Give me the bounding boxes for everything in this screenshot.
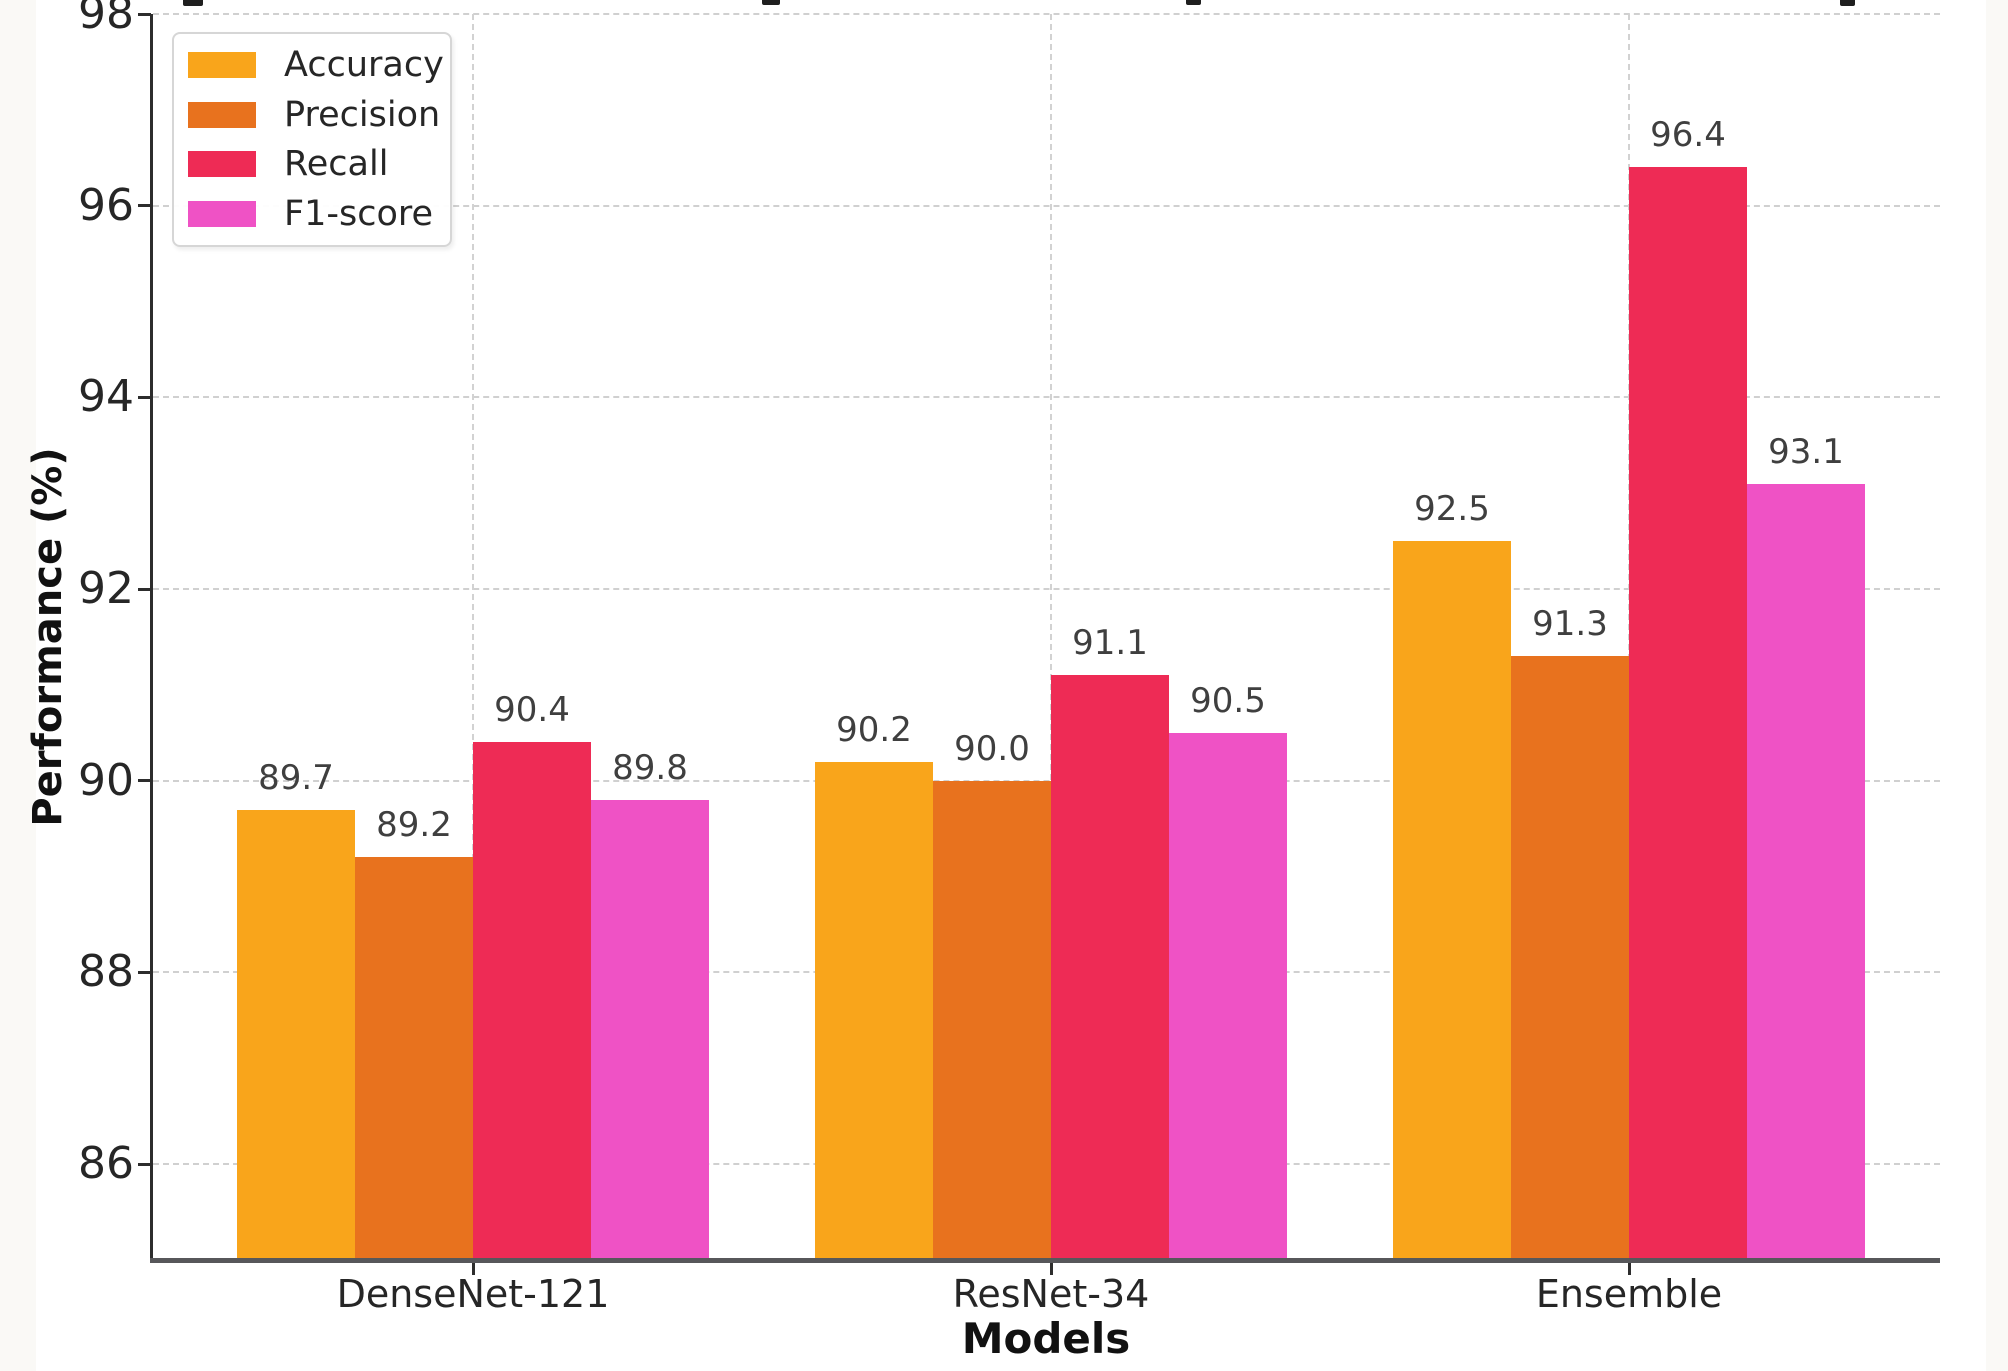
bar-value-label: 89.2 — [376, 805, 452, 846]
y-tick-mark — [138, 970, 151, 974]
bar-value-label: 90.0 — [954, 728, 1030, 769]
y-tick-mark — [138, 779, 151, 783]
bar-accuracy-densenet-121 — [237, 809, 355, 1260]
bar-f1-score-resnet-34 — [1169, 732, 1287, 1260]
horizontal-gridline — [153, 396, 1940, 399]
y-axis-title: Performance (%) — [25, 447, 71, 827]
bar-recall-resnet-34 — [1051, 675, 1169, 1260]
cropped-title-fragment — [183, 0, 203, 6]
bar-value-label: 90.2 — [836, 709, 912, 750]
legend: Accuracy Precision Recall F1-score — [172, 32, 452, 247]
y-tick-label: 90 — [78, 754, 134, 806]
legend-swatch-f1-score — [188, 201, 256, 228]
horizontal-gridline — [153, 204, 1940, 207]
y-tick-label: 94 — [78, 371, 134, 423]
y-tick-mark — [138, 395, 151, 399]
bar-value-label: 91.1 — [1072, 623, 1148, 664]
vertical-gridline — [1050, 14, 1052, 1260]
bar-value-label: 89.8 — [612, 747, 688, 788]
vertical-gridline — [472, 14, 474, 1260]
bar-recall-densenet-121 — [473, 742, 591, 1260]
x-axis-spine — [150, 1258, 1940, 1263]
x-tick-label: ResNet-34 — [952, 1272, 1150, 1316]
bar-f1-score-ensemble — [1747, 483, 1865, 1260]
legend-item-accuracy: Accuracy — [188, 41, 450, 89]
legend-label: Accuracy — [284, 44, 444, 85]
x-tick-label: DenseNet-121 — [336, 1272, 610, 1316]
bar-value-label: 92.5 — [1414, 489, 1490, 530]
cropped-title-fragment — [762, 0, 780, 5]
bar-precision-resnet-34 — [933, 780, 1051, 1260]
bar-value-label: 90.4 — [494, 690, 570, 731]
legend-label: F1-score — [284, 194, 434, 235]
horizontal-gridline — [153, 13, 1940, 15]
bar-precision-densenet-121 — [355, 857, 473, 1260]
legend-label: Recall — [284, 144, 389, 185]
y-tick-label: 92 — [78, 563, 134, 615]
cropped-title-fragment — [1186, 0, 1201, 5]
bar-value-label: 90.5 — [1190, 680, 1266, 721]
x-tick-mark — [1627, 1263, 1631, 1275]
y-tick-label: 98 — [78, 0, 134, 39]
bar-value-label: 89.7 — [258, 757, 334, 798]
legend-swatch-recall — [188, 151, 256, 178]
bar-precision-ensemble — [1511, 656, 1629, 1260]
legend-label: Precision — [284, 94, 441, 135]
bar-accuracy-resnet-34 — [815, 761, 933, 1260]
x-axis-title: Models — [961, 1314, 1131, 1363]
bar-accuracy-ensemble — [1393, 541, 1511, 1260]
y-tick-mark — [138, 12, 151, 16]
bar-value-label: 96.4 — [1650, 115, 1726, 156]
bar-recall-ensemble — [1629, 167, 1747, 1260]
legend-swatch-accuracy — [188, 51, 256, 78]
legend-item-precision: Precision — [188, 91, 450, 139]
x-tick-label: Ensemble — [1535, 1272, 1723, 1316]
horizontal-gridline — [153, 588, 1940, 591]
bar-value-label: 91.3 — [1532, 604, 1608, 645]
legend-item-recall: Recall — [188, 140, 450, 188]
y-tick-mark — [138, 1162, 151, 1166]
x-tick-mark — [471, 1263, 475, 1275]
y-axis-spine — [150, 14, 153, 1263]
legend-item-f1-score: F1-score — [188, 190, 450, 238]
y-tick-mark — [138, 587, 151, 591]
bar-f1-score-densenet-121 — [591, 799, 709, 1260]
cropped-title-fragment — [1840, 0, 1855, 6]
figure-right-margin — [1986, 0, 2008, 1371]
bar-value-label: 93.1 — [1768, 431, 1844, 472]
x-tick-mark — [1049, 1263, 1053, 1275]
y-tick-label: 96 — [78, 179, 134, 231]
legend-swatch-precision — [188, 101, 256, 128]
y-tick-label: 86 — [78, 1138, 134, 1190]
y-tick-mark — [138, 204, 151, 208]
figure-left-margin — [0, 0, 36, 1371]
y-tick-label: 88 — [78, 946, 134, 998]
